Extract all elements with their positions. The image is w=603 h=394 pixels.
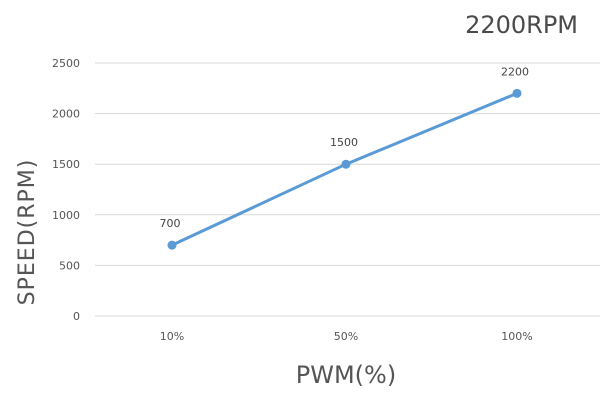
x-tick-label: 50% [334, 330, 358, 343]
series-layer: 700 1500 2200 [160, 65, 529, 250]
chart-title: 2200RPM [465, 11, 578, 39]
gridlines [95, 62, 600, 317]
data-label: 1500 [330, 136, 358, 149]
y-tick-label: 2500 [52, 57, 80, 70]
y-tick-label: 2000 [52, 108, 80, 121]
x-tick-label: 100% [501, 330, 532, 343]
y-tick-label: 500 [59, 259, 80, 272]
data-point [341, 159, 351, 169]
y-tick-label: 1500 [52, 158, 80, 171]
data-label: 2200 [501, 65, 529, 78]
data-point [512, 88, 522, 98]
y-axis-ticks: 0 500 1000 1500 2000 2500 [52, 57, 80, 323]
x-axis-title: PWM(%) [296, 361, 396, 389]
x-tick-label: 10% [160, 330, 184, 343]
y-tick-label: 1000 [52, 209, 80, 222]
data-label: 700 [160, 217, 181, 230]
y-axis-title: SPEED(RPM) [15, 159, 40, 306]
y-tick-label: 0 [73, 310, 80, 323]
x-axis-ticks: 10% 50% 100% [160, 330, 533, 343]
series-line [171, 91, 518, 247]
data-point [167, 240, 177, 250]
